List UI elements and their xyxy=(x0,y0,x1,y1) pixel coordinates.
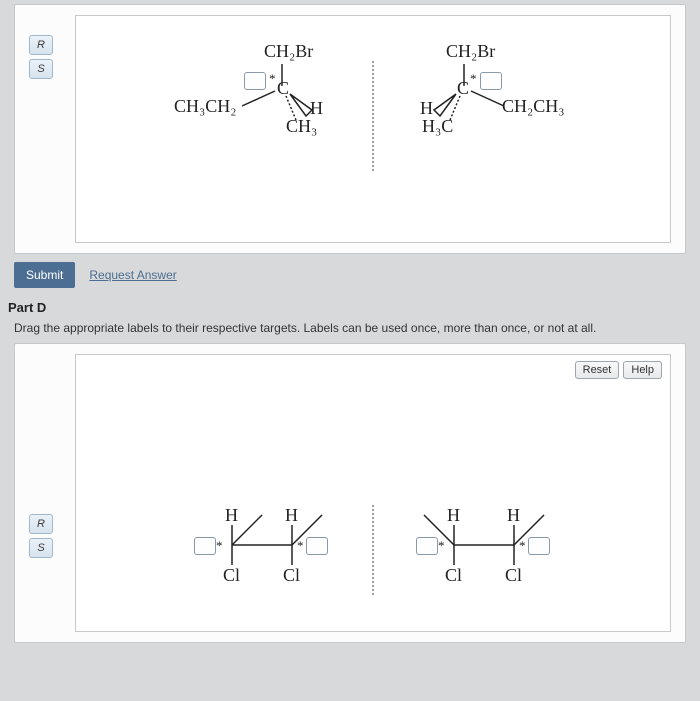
chiral-star: * xyxy=(297,538,304,554)
group-h3c: H₃C xyxy=(422,116,453,137)
drop-target-left-top[interactable] xyxy=(244,72,266,90)
label-palette-top: R S xyxy=(29,35,53,79)
atom-h: H xyxy=(285,505,298,526)
group-ch2br: CH₂Br xyxy=(446,41,495,62)
panel-controls: Reset Help xyxy=(575,361,662,379)
submit-button[interactable]: Submit xyxy=(14,262,75,288)
center-c: C xyxy=(277,78,289,99)
part-header: Part D xyxy=(8,300,692,315)
label-r[interactable]: R xyxy=(29,514,53,534)
atom-h: H xyxy=(225,505,238,526)
instructions-text: Drag the appropriate labels to their res… xyxy=(14,321,686,335)
submit-row: Submit Request Answer xyxy=(14,262,686,288)
help-button[interactable]: Help xyxy=(623,361,662,379)
answer-panel-c: R S CH₂Br C * CH₃CH₂ H CH₃ xyxy=(14,4,686,254)
center-c: C xyxy=(457,78,469,99)
atom-h: H xyxy=(507,505,520,526)
chiral-star: * xyxy=(216,538,223,554)
bonds-svg xyxy=(162,485,362,615)
chiral-star: * xyxy=(269,71,276,87)
label-palette-bottom: R S xyxy=(29,514,53,558)
group-ch3: CH₃ xyxy=(286,116,317,137)
label-s[interactable]: S xyxy=(29,538,53,558)
chiral-star: * xyxy=(438,538,445,554)
structure-left-bottom: H H Cl Cl * * xyxy=(162,485,362,615)
structure-row-top: CH₂Br C * CH₃CH₂ H CH₃ CH₂Br C * xyxy=(76,16,670,196)
structure-left-top: CH₂Br C * CH₃CH₂ H CH₃ xyxy=(162,36,362,196)
separator-top xyxy=(372,61,374,171)
atom-h: H xyxy=(447,505,460,526)
structure-canvas-bottom: Reset Help H H Cl Cl * * xyxy=(75,354,671,632)
drop-target-r1[interactable] xyxy=(416,537,438,555)
structure-right-top: CH₂Br C * CH₂CH₃ H H₃C xyxy=(384,36,584,196)
atom-cl: Cl xyxy=(445,565,462,586)
atom-cl: Cl xyxy=(223,565,240,586)
structure-right-bottom: H H Cl Cl * * xyxy=(384,485,584,615)
label-r[interactable]: R xyxy=(29,35,53,55)
atom-cl: Cl xyxy=(283,565,300,586)
structure-canvas-top: CH₂Br C * CH₃CH₂ H CH₃ CH₂Br C * xyxy=(75,15,671,243)
drop-target-l2[interactable] xyxy=(306,537,328,555)
group-ch2br: CH₂Br xyxy=(264,41,313,62)
bonds-svg xyxy=(384,485,584,615)
atom-cl: Cl xyxy=(505,565,522,586)
separator-bottom xyxy=(372,505,374,595)
group-ch2ch3: CH₂CH₃ xyxy=(502,96,565,117)
reset-button[interactable]: Reset xyxy=(575,361,620,379)
chiral-star: * xyxy=(519,538,526,554)
drop-target-r2[interactable] xyxy=(528,537,550,555)
drop-target-right-top[interactable] xyxy=(480,72,502,90)
answer-panel-d: R S Reset Help H H Cl xyxy=(14,343,686,643)
structure-row-bottom: H H Cl Cl * * xyxy=(76,355,670,615)
group-ch3ch2: CH₃CH₂ xyxy=(174,96,237,117)
chiral-star: * xyxy=(470,71,477,87)
request-answer-link[interactable]: Request Answer xyxy=(89,268,176,282)
label-s[interactable]: S xyxy=(29,59,53,79)
drop-target-l1[interactable] xyxy=(194,537,216,555)
